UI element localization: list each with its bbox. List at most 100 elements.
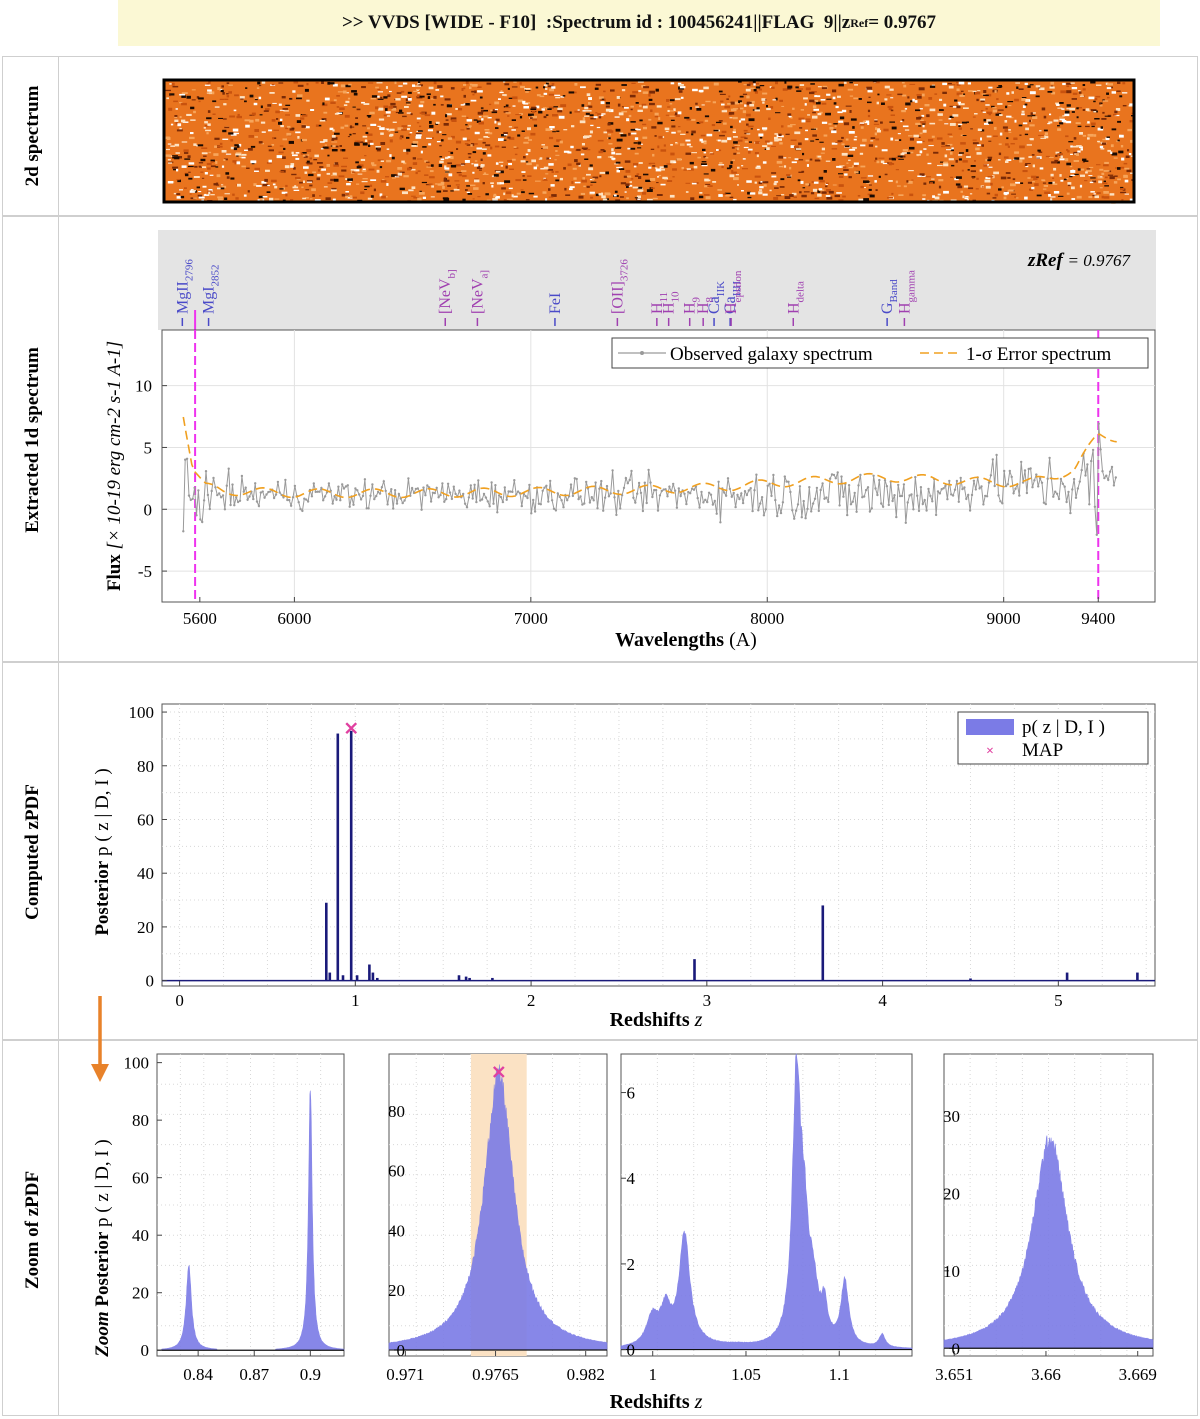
noise-pixel [271,119,276,122]
noise-pixel [743,84,747,86]
zpdf-ylabel-main: Posterior [92,860,113,935]
spectrum-point [1040,481,1044,484]
spectrum-point [709,493,713,496]
noise-pixel [758,88,762,91]
noise-pixel [889,88,894,91]
noise-pixel [237,145,240,148]
noise-pixel [283,147,286,150]
noise-pixel [480,158,483,161]
noise-pixel [1077,150,1081,153]
noise-pixel [729,112,735,115]
noise-pixel [966,199,969,201]
noise-pixel [230,132,237,136]
noise-pixel [902,149,908,152]
noise-pixel [413,90,418,92]
noise-pixel [1021,97,1027,98]
noise-pixel [740,102,743,105]
noise-pixel [191,99,196,101]
noise-pixel [923,182,927,185]
noise-pixel [546,81,550,83]
panel-2d-frame [2,56,1198,216]
noise-pixel [815,138,819,141]
noise-pixel [1065,120,1072,124]
header-sep-1: || [753,12,762,33]
noise-pixel [376,82,383,84]
noise-pixel [614,190,618,193]
noise-pixel [598,193,603,196]
noise-pixel [244,119,251,122]
noise-pixel [174,119,179,122]
noise-pixel [424,160,428,163]
noise-pixel [230,177,235,180]
noise-pixel [331,137,338,140]
noise-pixel [486,82,492,85]
noise-pixel [841,109,847,113]
noise-pixel [1117,167,1121,170]
noise-pixel [628,132,631,136]
noise-pixel [966,121,969,123]
spectrum-point [443,500,446,503]
noise-pixel [306,162,313,165]
noise-pixel [303,166,309,169]
noise-pixel [254,97,257,99]
noise-pixel [503,132,508,135]
spectrum-point [762,514,766,517]
noise-pixel [1114,175,1118,177]
noise-pixel [507,115,510,117]
noise-pixel [815,101,821,105]
spectrum-point [755,473,758,476]
noise-pixel [832,96,836,100]
noise-pixel [1008,129,1011,131]
y-tick-label: 0 [397,1341,406,1360]
noise-pixel [406,103,411,105]
noise-pixel [453,188,460,191]
noise-pixel [1043,185,1048,187]
noise-pixel [637,147,642,149]
spectrum-point [240,474,244,478]
noise-pixel [831,142,838,145]
spectrum-point [914,475,917,479]
noise-pixel [979,169,983,172]
noise-pixel [285,114,290,116]
noise-pixel [349,195,353,199]
spectrum-point [1110,465,1114,469]
noise-pixel [669,103,673,105]
noise-pixel [993,171,999,175]
noise-pixel [301,114,308,117]
noise-pixel [747,196,752,199]
noise-pixel [218,117,223,119]
noise-pixel [958,154,963,156]
noise-pixel [285,193,288,197]
spectrum-point [811,502,815,505]
noise-pixel [795,86,799,89]
noise-pixel [491,184,494,188]
noise-pixel [837,140,843,142]
noise-pixel [916,117,922,120]
noise-pixel [554,94,561,97]
noise-pixel [498,98,501,100]
noise-pixel [550,184,555,187]
noise-pixel [1090,81,1096,84]
spectrum-point [575,477,578,481]
noise-pixel [1077,125,1082,128]
noise-pixel [608,143,613,145]
spectrum-point [1008,469,1011,473]
noise-pixel [604,192,611,196]
noise-pixel [1061,120,1067,123]
noise-pixel [801,170,805,173]
spectrum-point [592,499,595,502]
noise-pixel [376,149,381,152]
spectrum-point [836,471,839,474]
noise-pixel [467,153,472,155]
noise-pixel [189,190,195,193]
noise-pixel [339,107,345,110]
noise-pixel [742,158,746,160]
noise-pixel [444,165,447,169]
noise-pixel [844,145,850,148]
noise-pixel [809,91,815,95]
noise-pixel [367,197,373,200]
noise-pixel [508,126,513,128]
noise-pixel [706,133,713,137]
noise-pixel [863,198,869,201]
noise-pixel [920,121,926,124]
